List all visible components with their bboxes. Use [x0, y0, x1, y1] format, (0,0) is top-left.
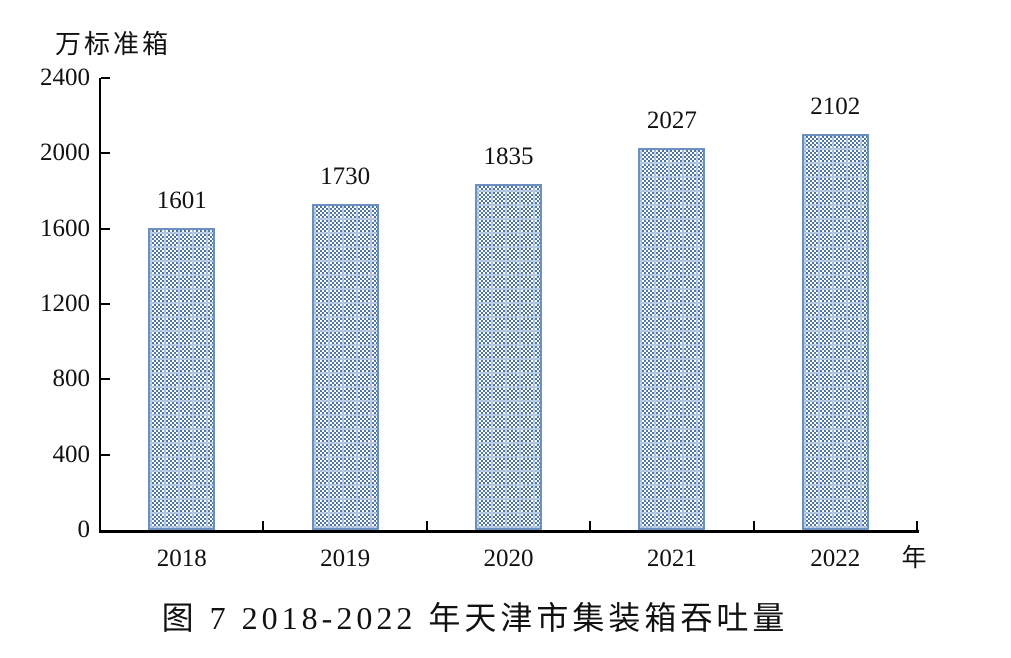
bar-2018 — [148, 228, 216, 530]
figure-caption: 图 7 2018-2022 年天津市集装箱吞吐量 — [161, 600, 789, 636]
x-axis-tick — [425, 521, 428, 530]
y-axis-tick-label: 0 — [77, 516, 91, 543]
x-axis-category-label: 2022 — [810, 545, 861, 572]
bar-value-label: 2027 — [646, 107, 697, 135]
y-axis-tick-label: 400 — [52, 440, 91, 468]
bar-value-label: 1601 — [156, 187, 207, 215]
y-axis-tick — [101, 77, 110, 79]
x-axis-tick — [916, 521, 918, 530]
x-axis-category-label: 2018 — [156, 545, 207, 572]
bar-value-label: 1835 — [483, 143, 534, 171]
y-axis-tick-label: 1600 — [40, 214, 90, 242]
y-axis-tick — [101, 378, 110, 381]
x-axis-unit-label: 年 — [901, 545, 927, 572]
x-axis-tick — [752, 521, 755, 530]
y-axis-tick-label: 2400 — [40, 64, 90, 91]
y-axis-unit-label: 万标准箱 — [55, 30, 172, 59]
bar-2020 — [475, 184, 542, 530]
y-axis-tick-label: 2000 — [40, 139, 90, 167]
y-axis-tick — [101, 227, 110, 230]
y-axis-tick — [101, 453, 110, 456]
x-axis-tick — [589, 521, 592, 530]
y-axis-tick-label: 800 — [52, 365, 91, 393]
x-axis-category-label: 2019 — [320, 545, 371, 572]
x-axis-category-label: 2021 — [646, 545, 697, 572]
y-axis-line — [99, 78, 101, 533]
bar-2022 — [801, 134, 869, 530]
bar-2021 — [638, 148, 706, 530]
bar-2019 — [311, 204, 379, 530]
x-axis-category-label: 2020 — [483, 545, 534, 572]
bar-value-label: 2102 — [810, 93, 861, 121]
y-axis-tick — [101, 152, 110, 155]
y-axis-tick-label: 1200 — [40, 290, 90, 317]
x-axis-line — [99, 530, 919, 533]
bar-value-label: 1730 — [320, 163, 371, 191]
x-axis-tick — [262, 521, 265, 530]
y-axis-tick — [101, 303, 110, 305]
